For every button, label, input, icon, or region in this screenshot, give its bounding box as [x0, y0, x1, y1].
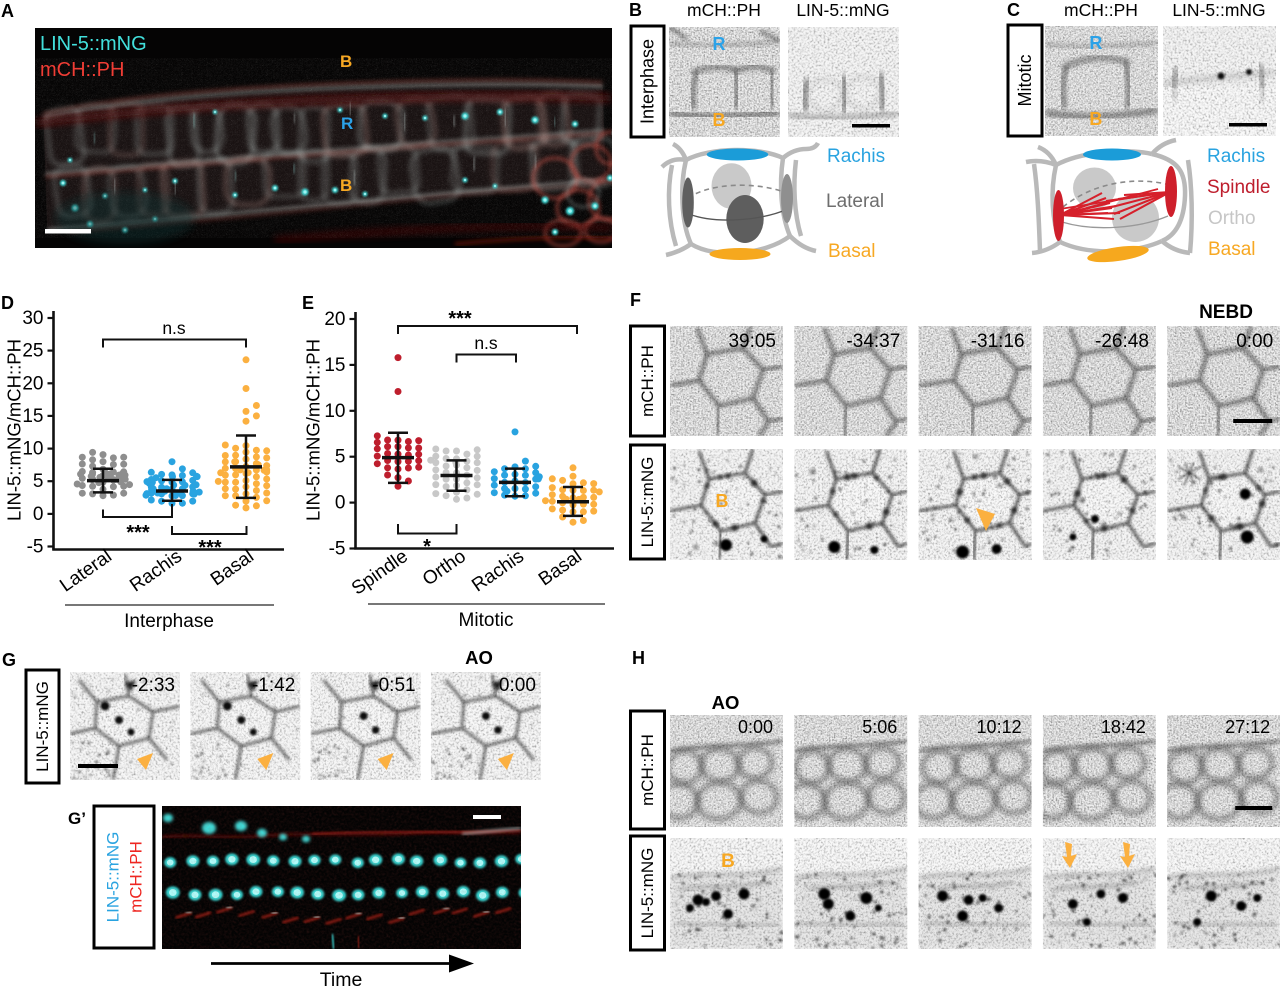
svg-text:AO: AO [712, 692, 740, 713]
svg-text:Ortho: Ortho [1208, 208, 1256, 229]
svg-text:10: 10 [324, 401, 345, 422]
svg-text:0:00: 0:00 [1236, 331, 1273, 352]
svg-text:-31:16: -31:16 [971, 331, 1025, 352]
svg-text:Spindle: Spindle [1207, 177, 1270, 198]
svg-text:*: * [423, 536, 431, 558]
svg-text:B: B [712, 110, 725, 130]
svg-text:R: R [1089, 33, 1102, 53]
svg-text:LIN-5::mNG: LIN-5::mNG [1172, 0, 1265, 20]
svg-text:30: 30 [22, 308, 43, 329]
svg-text:39:05: 39:05 [728, 331, 776, 352]
svg-text:n.s: n.s [474, 333, 498, 353]
svg-text:10:12: 10:12 [977, 717, 1022, 737]
svg-text:10: 10 [22, 439, 43, 460]
svg-text:20: 20 [22, 373, 43, 394]
svg-text:15: 15 [22, 406, 43, 427]
svg-text:Time: Time [320, 969, 363, 988]
svg-text:F: F [630, 290, 641, 310]
svg-text:B: B [716, 491, 729, 511]
svg-text:mCH::PH: mCH::PH [127, 841, 146, 913]
svg-text:H: H [632, 648, 645, 668]
svg-text:0: 0 [335, 493, 346, 514]
svg-text:B: B [340, 176, 352, 195]
svg-text:B: B [1089, 109, 1102, 129]
svg-text:B: B [340, 52, 352, 71]
svg-text:LIN-5::mNG: LIN-5::mNG [638, 457, 657, 548]
svg-text:G: G [2, 650, 16, 670]
svg-text:15: 15 [324, 355, 345, 376]
svg-text:LIN-5::mNG/mCH::PH: LIN-5::mNG/mCH::PH [4, 339, 25, 521]
svg-text:LIN-5::mNG/mCH::PH: LIN-5::mNG/mCH::PH [303, 339, 324, 521]
svg-text:Rachis: Rachis [827, 146, 885, 167]
svg-text:***: *** [198, 537, 222, 559]
svg-text:-2:33: -2:33 [132, 675, 175, 696]
svg-text:LIN-5::mNG: LIN-5::mNG [796, 0, 889, 20]
svg-text:0: 0 [33, 504, 44, 525]
svg-text:20: 20 [324, 309, 345, 330]
svg-text:-34:37: -34:37 [846, 331, 900, 352]
svg-text:Mitotic: Mitotic [459, 610, 514, 631]
svg-text:R: R [341, 114, 353, 133]
svg-text:D: D [1, 293, 14, 313]
svg-text:C: C [1007, 0, 1020, 20]
svg-text:LIN-5::mNG: LIN-5::mNG [40, 33, 147, 55]
svg-text:25: 25 [22, 341, 43, 362]
svg-text:mCH::PH: mCH::PH [1064, 0, 1138, 20]
svg-text:Mitotic: Mitotic [1015, 54, 1035, 106]
svg-text:Rachis: Rachis [1207, 146, 1265, 167]
svg-text:Interphase: Interphase [124, 611, 214, 632]
svg-text:-1:42: -1:42 [252, 675, 295, 696]
svg-text:A: A [1, 1, 14, 21]
svg-text:Lateral: Lateral [826, 191, 884, 212]
svg-text:LIN-5::mNG: LIN-5::mNG [104, 832, 123, 923]
svg-text:0:00: 0:00 [738, 717, 773, 737]
svg-text:***: *** [126, 522, 150, 544]
svg-text:-26:48: -26:48 [1095, 331, 1149, 352]
svg-text:mCH::PH: mCH::PH [687, 0, 761, 20]
svg-text:LIN-5::mNG: LIN-5::mNG [638, 848, 657, 939]
svg-text:5: 5 [33, 471, 44, 492]
svg-text:B: B [629, 0, 642, 20]
svg-text:E: E [302, 293, 314, 313]
svg-text:AO: AO [465, 647, 493, 668]
svg-text:mCH::PH: mCH::PH [638, 345, 657, 417]
svg-text:-5: -5 [27, 537, 44, 558]
svg-text:LIN-5::mNG: LIN-5::mNG [33, 681, 52, 772]
svg-text:27:12: 27:12 [1225, 717, 1270, 737]
svg-text:mCH::PH: mCH::PH [40, 59, 124, 81]
svg-text:Basal: Basal [1208, 239, 1256, 260]
svg-text:5:06: 5:06 [862, 717, 897, 737]
svg-text:5: 5 [335, 447, 346, 468]
svg-text:mCH::PH: mCH::PH [638, 734, 657, 806]
svg-text:R: R [712, 34, 725, 54]
svg-text:18:42: 18:42 [1101, 717, 1146, 737]
svg-text:Interphase: Interphase [638, 39, 658, 124]
svg-text:G’: G’ [68, 809, 86, 828]
svg-text:Basal: Basal [828, 241, 876, 262]
svg-text:n.s: n.s [162, 318, 186, 338]
svg-text:NEBD: NEBD [1199, 302, 1253, 323]
svg-text:***: *** [448, 308, 472, 330]
svg-text:0:00: 0:00 [499, 675, 536, 696]
svg-text:B: B [721, 851, 735, 872]
svg-text:-5: -5 [329, 539, 346, 560]
svg-text:-0:51: -0:51 [372, 675, 415, 696]
